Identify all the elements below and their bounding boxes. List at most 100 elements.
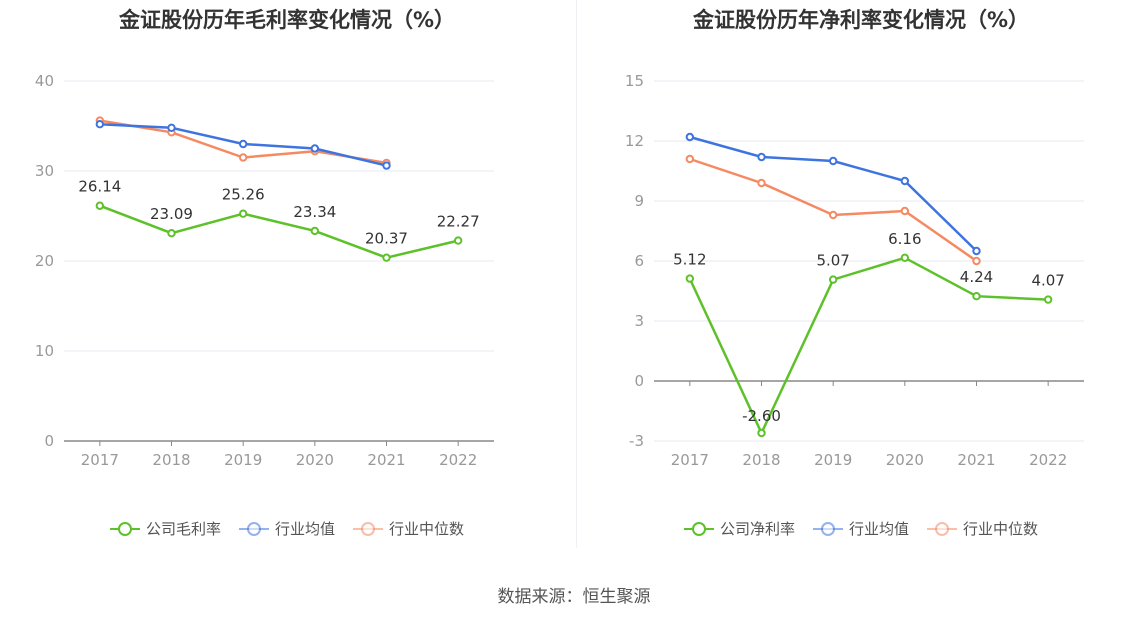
y-tick-label: -3 [629,432,644,450]
legend-circle [820,521,835,536]
data-label: 5.07 [816,252,849,270]
data-point [757,178,766,188]
data-point [167,228,176,238]
series-line-0 [688,256,1049,436]
x-tick-label: 2022 [439,451,477,469]
legend-item[interactable]: 行业中位数 [927,518,1038,539]
data-label: 6.16 [888,230,921,248]
x-tick-label: 2017 [81,451,119,469]
data-point [900,253,910,262]
data-label: 23.34 [293,203,336,221]
legend-marker [238,521,269,536]
y-tick-label: 0 [634,372,644,390]
data-label: 23.09 [150,205,193,223]
data-label: 5.12 [673,251,706,269]
y-tick-label: 9 [634,192,644,210]
legend-marker [683,521,714,536]
data-point [95,120,105,129]
legend-circle [246,521,261,536]
data-point [167,123,176,133]
legend-label: 行业均值 [274,520,335,538]
data-source: 数据来源：恒生聚源 [497,587,651,607]
data-label: 4.24 [960,268,993,286]
x-tick-label: 2018 [742,451,780,469]
data-point [757,428,766,438]
legend-label: 公司毛利率 [145,520,221,538]
legend-circle [691,521,706,536]
legend-label: 行业均值 [848,520,909,538]
data-point [1043,295,1053,304]
data-point [238,209,248,218]
data-point [685,274,695,283]
data-point [972,256,981,266]
x-tick-label: 2021 [367,451,405,469]
data-point [382,253,391,262]
data-point [453,236,463,245]
y-tick-label: 3 [634,312,644,330]
y-tick-label: 0 [44,432,54,450]
y-tick-label: 6 [634,252,644,270]
x-tick-label: 2021 [957,451,995,469]
data-label: 4.07 [1031,272,1064,290]
data-point [828,210,838,220]
data-label: -2.60 [742,407,781,425]
series-line-1 [689,135,978,252]
data-point [828,156,838,166]
data-point [238,139,248,149]
data-point [685,132,695,142]
data-point [382,161,391,170]
legend-marker [353,521,383,536]
x-tick-label: 2020 [296,451,334,469]
legend-circle [361,521,375,536]
legend-circle [117,521,132,536]
data-label: 20.37 [365,230,408,248]
data-label: 25.26 [222,186,265,204]
data-label: 22.27 [437,213,480,231]
legend: 公司毛利率 行业均值 行业中位数 [0,518,574,539]
data-point [95,201,105,210]
legend-marker [812,521,843,536]
data-point [685,154,695,164]
legend-marker [109,521,140,536]
x-tick-label: 2018 [152,451,190,469]
data-point [972,292,981,301]
data-label: 26.14 [78,178,121,196]
panel-divider [576,0,577,548]
y-tick-label: 30 [35,162,54,180]
data-point [238,153,248,162]
x-tick-label: 2020 [886,451,924,469]
y-tick-label: 20 [35,252,54,270]
legend-item[interactable]: 公司净利率 [683,518,795,539]
data-point [972,246,981,256]
data-point [900,176,910,186]
data-point [900,206,910,216]
data-point [310,144,320,153]
x-tick-label: 2017 [671,451,709,469]
x-tick-label: 2019 [224,451,262,469]
chart-title: 金证股份历年毛利率变化情况（%） [118,8,456,32]
data-point [828,275,838,284]
net-margin-chart: 金证股份历年净利率变化情况（%） -3 0 3 6 9 12 15 2017 2018 2019 2… [574,0,1148,560]
legend-item[interactable]: 公司毛利率 [109,518,221,539]
y-tick-label: 10 [35,342,54,360]
legend-circle [935,521,949,536]
data-point [310,226,320,236]
net-margin-plot: -3 0 3 6 9 12 15 2017 2018 2019 2020 2021 2022 5.12 -2… [625,72,1084,469]
x-tick-label: 2022 [1029,451,1067,469]
legend: 公司净利率 行业均值 行业中位数 [574,518,1148,539]
y-tick-label: 40 [35,72,54,90]
legend-label: 公司净利率 [719,520,795,538]
gross-margin-chart: 金证股份历年毛利率变化情况（%） 0 10 20 30 40 2017 2018 2019 20… [0,0,574,560]
y-tick-label: 15 [625,72,644,90]
legend-item[interactable]: 行业均值 [812,518,909,539]
gross-margin-plot: 0 10 20 30 40 2017 2018 2019 2020 2021 2022 26.14 23… [35,72,494,469]
chart-title: 金证股份历年净利率变化情况（%） [692,8,1030,32]
x-tick-label: 2019 [814,451,852,469]
data-point [757,152,766,162]
legend-label: 行业中位数 [963,520,1039,538]
legend-item[interactable]: 行业中位数 [353,518,464,539]
legend-marker [927,521,957,536]
y-tick-label: 12 [625,132,644,150]
legend-item[interactable]: 行业均值 [238,518,335,539]
series-line-0 [99,204,459,260]
